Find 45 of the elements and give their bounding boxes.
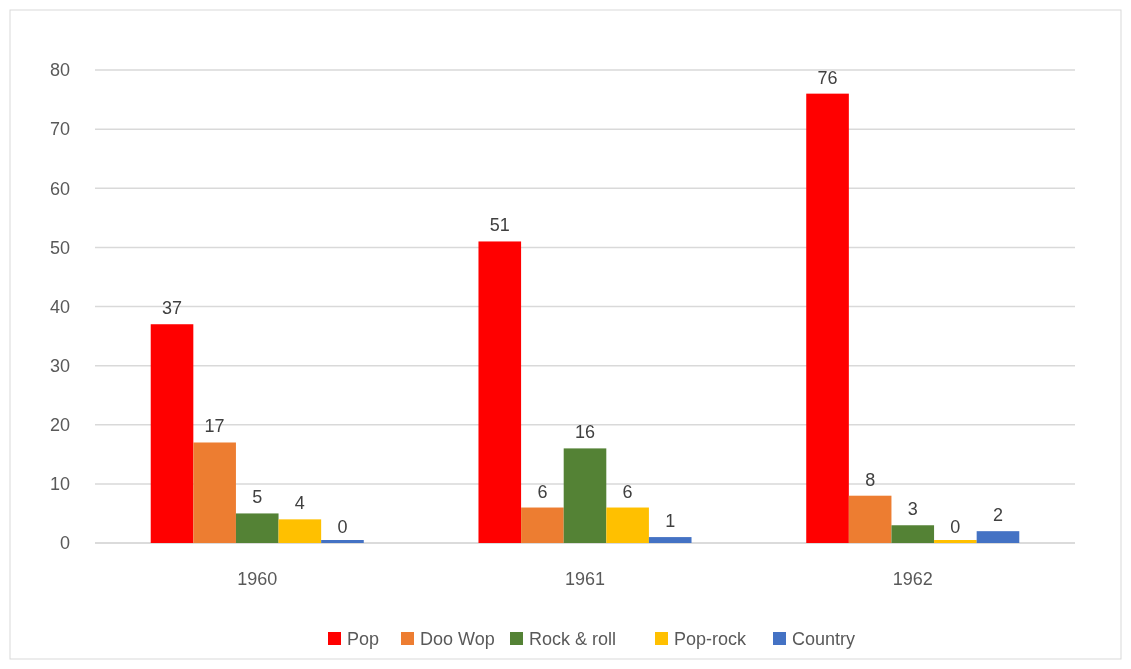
y-tick-label: 70 — [49, 119, 70, 140]
x-tick-label: 1960 — [237, 569, 278, 589]
y-tick-label: 60 — [49, 178, 70, 199]
y-tick-label: 10 — [49, 474, 70, 495]
y-tick-label: 80 — [49, 60, 70, 81]
y-tick-label: 20 — [49, 415, 70, 436]
y-tick-label: 0 — [59, 533, 70, 554]
data-label: 6 — [537, 481, 548, 502]
x-tick-label: 1961 — [564, 569, 606, 589]
data-label: 0 — [950, 517, 961, 537]
bar — [648, 537, 692, 543]
data-label: 4 — [294, 493, 305, 514]
data-label: 37 — [162, 298, 183, 319]
legend-label: Pop — [347, 629, 380, 650]
data-label: 8 — [865, 469, 876, 490]
bar — [976, 531, 1020, 543]
bar — [150, 324, 194, 543]
data-label: 17 — [204, 416, 225, 437]
y-tick-label: 40 — [49, 296, 70, 317]
bar — [521, 507, 564, 543]
data-label: 3 — [907, 499, 918, 520]
legend-label: Doo Wop — [420, 629, 495, 650]
data-label: 6 — [622, 481, 633, 502]
legend-label: Pop-rock — [674, 629, 748, 650]
bar — [235, 513, 279, 543]
bar — [606, 507, 649, 543]
bar — [848, 495, 892, 543]
data-label: 0 — [337, 517, 348, 537]
bar — [891, 525, 935, 543]
y-tick-label: 30 — [49, 355, 70, 376]
bar — [806, 93, 849, 543]
data-label: 5 — [252, 487, 263, 508]
bar — [278, 519, 322, 543]
data-label: 16 — [574, 422, 596, 443]
data-label: 2 — [992, 505, 1003, 526]
bar — [563, 448, 607, 543]
y-tick-label: 50 — [49, 237, 70, 258]
data-label: 1 — [665, 511, 676, 532]
legend-label: Rock & roll — [529, 629, 617, 650]
data-label: 51 — [489, 215, 510, 236]
legend-label: Country — [792, 629, 856, 650]
bar — [478, 241, 522, 543]
x-tick-label: 1962 — [892, 569, 933, 589]
data-label: 76 — [817, 67, 838, 88]
bar — [193, 442, 236, 543]
